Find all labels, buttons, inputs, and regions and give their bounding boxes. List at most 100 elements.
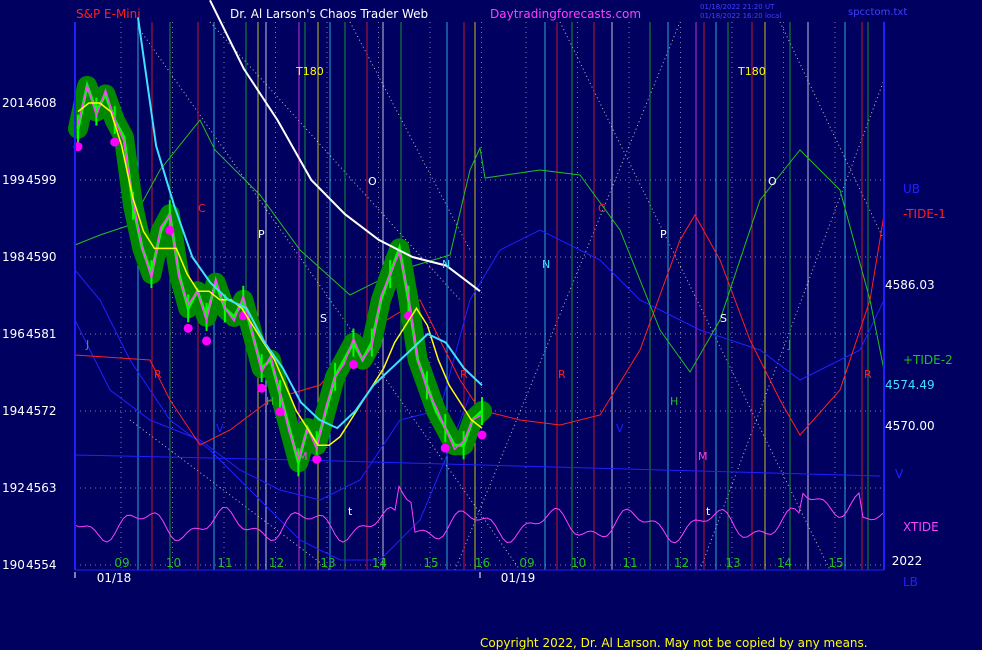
timestamp-local: 01/18/2022 16:20 local: [700, 12, 781, 20]
indicator-curves: [74, 119, 885, 561]
x-hour-tick: 09: [114, 556, 129, 570]
chart-letter: H: [266, 395, 274, 408]
x-hour-tick: 12: [674, 556, 689, 570]
chart-title: Dr. Al Larson's Chaos Trader Web: [230, 7, 428, 21]
right-level-label: LB: [903, 575, 918, 589]
x-hour-tick: 15: [828, 556, 843, 570]
chart-letter: T180: [295, 65, 324, 78]
y-tick-outer: 194: [2, 404, 25, 418]
chart-letter: P: [660, 228, 667, 241]
x-hour-tick: 13: [320, 556, 335, 570]
date-label: 01/19: [501, 571, 536, 585]
guide-line: [129, 419, 331, 571]
chart-letter: N: [542, 258, 550, 271]
date-label: 01/18: [97, 571, 132, 585]
y-tick-inner: 4554: [26, 558, 57, 572]
symbol-label: S&P E-Mini: [76, 7, 141, 21]
right-level-label: 4570.00: [885, 419, 935, 433]
pivot-dot: [165, 225, 175, 235]
pivot-dot: [183, 323, 193, 333]
y-tick-outer: 190: [2, 558, 25, 572]
pivot-dot: [275, 407, 285, 417]
y-tick-inner: 4590: [26, 250, 57, 264]
right-level-label: XTIDE: [903, 520, 939, 534]
cyan-band-line: [137, 17, 483, 430]
chart-letter: R: [558, 368, 566, 381]
y-tick-outer: 199: [2, 173, 25, 187]
guide-line: [349, 21, 471, 251]
pivot-dot: [202, 336, 212, 346]
x-hour-tick: 16: [475, 556, 490, 570]
x-hour-tick: 10: [166, 556, 181, 570]
x-hour-tick: 12: [269, 556, 284, 570]
chart-letter: V: [216, 422, 224, 435]
y-tick-outer: 201: [2, 96, 25, 110]
guide-line: [699, 79, 885, 571]
x-hour-tick: 10: [571, 556, 586, 570]
price-series: [68, 0, 492, 477]
chart-letters: T180 T180 O O P P C C N N S S J J R R R R H H V V M Mt t: [85, 65, 872, 518]
chart-letter: O: [368, 175, 377, 188]
y-tick-outer: 198: [2, 250, 25, 264]
right-level-label: 4586.03: [885, 278, 935, 292]
y-tick-inner: 4599: [26, 173, 57, 187]
tide2-curve: [74, 119, 885, 373]
x-hour-tick: 11: [622, 556, 637, 570]
chart-letter: S: [720, 312, 727, 325]
right-level-label: +TIDE-2: [903, 353, 953, 367]
xtide-curve: [74, 484, 884, 544]
chart-letter: O: [768, 175, 777, 188]
chart-letter: V: [616, 422, 624, 435]
chart-letter: R: [460, 368, 468, 381]
year-label: 2022: [892, 554, 923, 568]
chart-letter: H: [670, 395, 678, 408]
chart-letter: P: [258, 228, 265, 241]
y-tick-inner: 4581: [26, 327, 57, 341]
x-axis: 09 10 11 12 13 14 15 16 09 10 11 12 13 14 15 01/18 01/19…: [74, 554, 923, 585]
pivot-dot: [257, 383, 267, 393]
x-hour-tick: 15: [423, 556, 438, 570]
right-level-label: 4574.49: [885, 378, 935, 392]
vertical-time-lines: [137, 22, 869, 570]
chart-letter: M: [698, 450, 708, 463]
chart-letter: C: [598, 202, 606, 215]
chart-letter: M: [298, 450, 308, 463]
pivot-dot: [312, 454, 322, 464]
chart-letter: J: [85, 338, 89, 351]
site-link[interactable]: Daytradingforecasts.com: [490, 7, 641, 21]
dotted-grid: [75, 21, 885, 571]
x-hour-tick: 11: [217, 556, 232, 570]
guide-line: [454, 21, 681, 571]
price-pink-trace: [77, 83, 483, 461]
chart-letter: t: [706, 505, 711, 518]
chart-letter: T180: [737, 65, 766, 78]
right-level-label: UB: [903, 182, 920, 196]
x-hour-tick: 14: [777, 556, 792, 570]
y-tick-inner: 4563: [26, 481, 57, 495]
copyright-notice: Copyright 2022, Dr. Al Larson. May not b…: [480, 636, 868, 650]
chart-letter: t: [348, 505, 353, 518]
guide-line: [779, 21, 885, 241]
y-tick-inner: 4608: [26, 96, 57, 110]
chart-letter: C: [198, 202, 206, 215]
chart-letter: J: [787, 338, 791, 351]
chart-letter: R: [154, 368, 162, 381]
pivot-dot: [477, 430, 487, 440]
y-tick-inner: 4572: [26, 404, 57, 418]
moving-average-line: [77, 102, 483, 446]
timestamp-ut: 01/18/2022 21:20 UT: [700, 3, 775, 11]
y-tick-outer: 196: [2, 327, 25, 341]
chart-letter: N: [442, 258, 450, 271]
right-level-label: V: [895, 467, 904, 481]
white-curve-line: [209, 0, 481, 292]
chart-letter: S: [320, 312, 327, 325]
pivot-dot: [348, 360, 358, 370]
chart-letter: R: [864, 368, 872, 381]
tide1-curve: [74, 214, 885, 446]
pivot-dot: [440, 443, 450, 453]
y-tick-outer: 192: [2, 481, 25, 495]
right-level-label: -TIDE-1: [903, 207, 946, 221]
right-level-labels: UB -TIDE-1 4586.03 +TIDE-2 4574.49 4570.00 V XT…: [885, 182, 953, 589]
